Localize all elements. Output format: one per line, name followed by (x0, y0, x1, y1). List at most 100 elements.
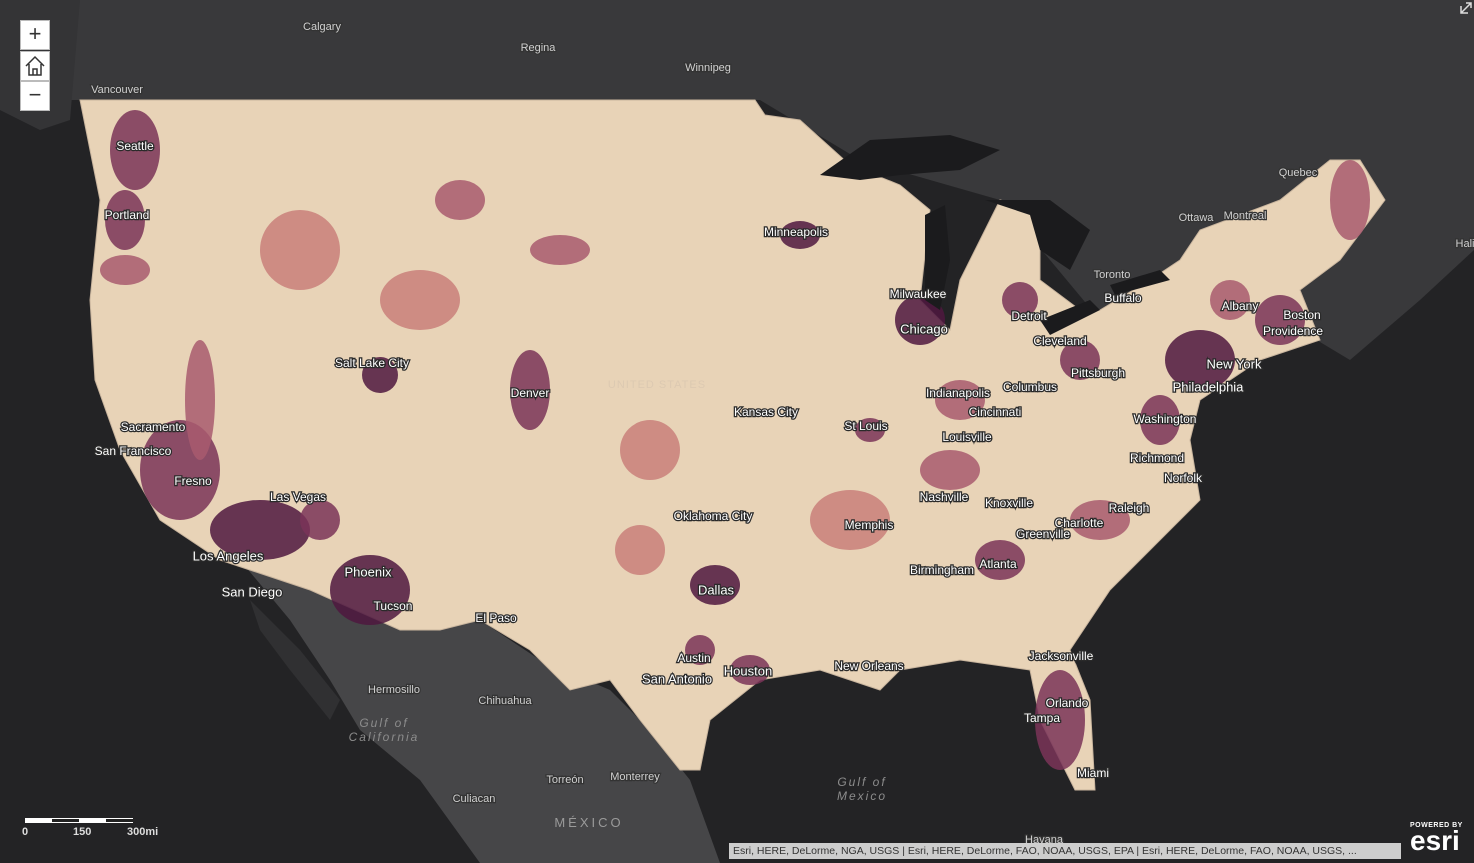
place-label: New York (1207, 356, 1262, 371)
home-icon (25, 55, 45, 76)
place-label: Buffalo (1104, 291, 1141, 305)
zoom-out[interactable]: − (20, 81, 50, 111)
zoom-in[interactable]: + (20, 20, 50, 50)
place-label: Chihuahua (478, 695, 532, 707)
place-label: Kansas City (734, 405, 798, 419)
place-label: Birmingham (910, 563, 974, 577)
place-label: Atlanta (979, 557, 1017, 571)
mexico-land (240, 560, 720, 863)
lake-michigan (925, 205, 950, 310)
place-label: Greenville (1016, 527, 1070, 541)
place-label: St Louis (844, 419, 887, 433)
place-label: Raleigh (1109, 501, 1150, 515)
county-shade (975, 540, 1025, 580)
place-label: Ottawa (1179, 212, 1215, 224)
county-shade (362, 357, 398, 393)
expand-icon[interactable] (1460, 2, 1472, 14)
esri-logo[interactable]: POWERED BY esri (1410, 822, 1463, 856)
county-shade (730, 655, 770, 685)
place-label: UNITED STATES (608, 379, 706, 391)
county-shade (780, 221, 820, 249)
attribution: Esri, HERE, DeLorme, NGA, USGS | Esri, H… (729, 843, 1401, 859)
county-shade (260, 210, 340, 290)
place-label: Tampa (1024, 711, 1060, 725)
place-label: Oklahoma City (674, 509, 753, 523)
place-label: Austin (677, 651, 710, 665)
place-label: Vancouver (91, 84, 143, 96)
place-label: Hermosillo (368, 684, 420, 696)
place-label: Sacramento (121, 420, 186, 434)
county-shade (100, 255, 150, 285)
county-shade (855, 418, 885, 442)
place-label: Toronto (1094, 269, 1131, 281)
place-label: Tucson (374, 599, 413, 613)
place-label: Milwaukee (890, 287, 947, 301)
lake-superior (820, 135, 1000, 180)
scale-label: 300mi (127, 826, 158, 838)
water-label: Gulf of (837, 775, 886, 789)
lake-huron (985, 200, 1090, 270)
place-label: Winnipeg (685, 62, 731, 74)
county-shade (105, 190, 145, 250)
place-label: Monterrey (610, 771, 660, 783)
place-label: Seattle (116, 139, 154, 153)
county-shade (615, 525, 665, 575)
baja (250, 600, 340, 720)
place-label: Las Vegas (270, 490, 326, 504)
canada-land (0, 0, 1474, 360)
county-shade (690, 565, 740, 605)
place-label: Los Angeles (193, 548, 264, 563)
brand: esri (1410, 825, 1460, 856)
place-label: Indianapolis (926, 386, 990, 400)
place-label: Salt Lake City (335, 356, 409, 370)
place-label: Charlotte (1055, 516, 1104, 530)
scale-bar-seg (52, 819, 79, 822)
home-button[interactable] (20, 51, 50, 81)
place-label: Washington (1134, 412, 1197, 426)
place-label: Regina (521, 42, 557, 54)
county-shade (210, 500, 310, 560)
water-label: Mexico (837, 789, 887, 803)
county-shade (1210, 280, 1250, 320)
place-label: Norfolk (1164, 471, 1203, 485)
county-shade (1002, 282, 1038, 318)
county-shade (1330, 160, 1370, 240)
scale-label: 150 (73, 826, 91, 838)
place-label: Calgary (303, 21, 341, 33)
lake-erie (1040, 300, 1100, 335)
lake-ontario (1110, 270, 1170, 295)
county-shading (100, 110, 1370, 770)
county-shade (1165, 330, 1235, 390)
place-label: San Antonio (642, 671, 712, 686)
place-label: Miami (1077, 766, 1109, 780)
place-label: Dallas (698, 582, 735, 597)
place-label: El Paso (475, 611, 517, 625)
labels: Calgary Regina Winnipeg Vancouver Seattle Por… (90, 20, 1474, 848)
place-label: San Diego (222, 584, 283, 599)
place-label: Fresno (174, 474, 212, 488)
county-shade (935, 380, 985, 420)
place-label: Pittsburgh (1071, 366, 1125, 380)
place-label: Memphis (845, 518, 894, 532)
county-shade (110, 110, 160, 190)
place-label: Cleveland (1033, 334, 1086, 348)
place-label: Richmond (1130, 451, 1184, 465)
place-label: Montreal (1224, 210, 1267, 222)
place-label: Knoxville (985, 496, 1033, 510)
place-label: Louisville (942, 430, 992, 444)
place-label: Quebec (1279, 167, 1318, 179)
scale-bar: 0 150 300mi (22, 818, 158, 838)
county-shade (1060, 340, 1100, 380)
place-label: Phoenix (345, 564, 392, 579)
powered-by: POWERED BY (1410, 822, 1463, 829)
county-shade (1140, 395, 1180, 445)
county-shade (435, 180, 485, 220)
place-label: New Orleans (834, 659, 903, 673)
expand[interactable] (1460, 2, 1472, 14)
place-label: Torreón (546, 774, 583, 786)
county-shade (920, 450, 980, 490)
scale-label: 0 (22, 826, 28, 838)
county-shade (895, 295, 945, 345)
